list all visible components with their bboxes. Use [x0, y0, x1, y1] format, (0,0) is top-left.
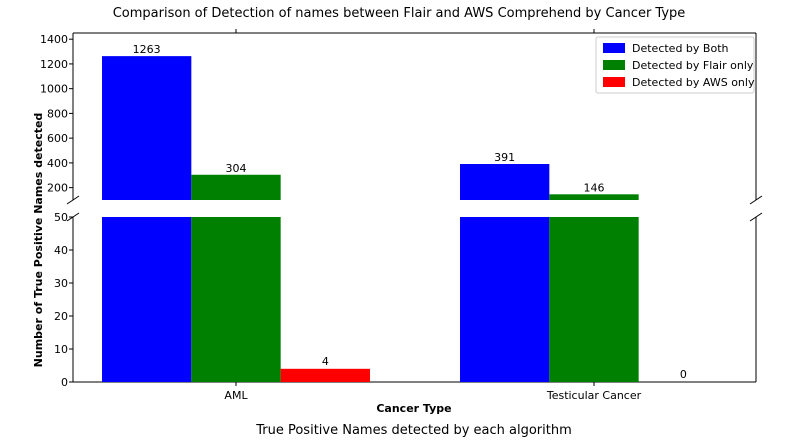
bar-upper [549, 194, 639, 200]
upper-y-tick-label: 1200 [40, 58, 68, 71]
legend-label: Detected by AWS only [632, 76, 755, 89]
legend-item: Detected by AWS only [603, 76, 755, 89]
lower-y-ticks: 0 10 20 30 40 50 [54, 211, 73, 389]
legend-item: Detected by Flair only [603, 59, 754, 72]
bars [102, 56, 639, 382]
legend-swatch [603, 43, 625, 53]
bar-lower [102, 217, 192, 382]
bar-lower [549, 217, 639, 382]
axis-break-mark [749, 195, 763, 205]
legend-frame [595, 36, 755, 94]
upper-y-tick-label: 200 [47, 182, 68, 195]
lower-y-tick-label: 0 [61, 376, 68, 389]
axis-break-mark [66, 195, 80, 205]
x-tick-label: AML [224, 389, 248, 402]
legend-swatch [603, 60, 625, 70]
lower-y-tick-label: 40 [54, 244, 68, 257]
y-axis-label: Number of True Positive Names detected [32, 113, 45, 368]
lower-y-tick-label: 10 [54, 343, 68, 356]
bar-upper [460, 164, 550, 200]
upper-y-tick-label: 1000 [40, 83, 68, 96]
legend-swatch [603, 77, 625, 87]
chart-title: Comparison of Detection of names between… [113, 6, 686, 21]
upper-y-tick-label: 1400 [40, 33, 68, 46]
x-axis-label: Cancer Type [376, 402, 451, 415]
data-label: 304 [226, 162, 247, 175]
upper-y-tick-label: 800 [47, 107, 68, 120]
upper-y-tick-label: 400 [47, 157, 68, 170]
bar-lower [460, 217, 550, 382]
upper-y-ticks: 200 400 600 800 1000 1200 1400 [40, 33, 73, 195]
legend: Detected by Both Detected by Flair only … [595, 36, 755, 94]
bar-lower [191, 217, 281, 382]
bar-upper [191, 174, 281, 200]
data-label: 391 [494, 151, 515, 164]
data-labels: 1263 304 4 391 146 0 [133, 43, 687, 381]
lower-y-tick-label: 50 [54, 211, 68, 224]
legend-label: Detected by Flair only [632, 59, 754, 72]
data-label: 146 [584, 181, 605, 194]
upper-y-tick-label: 600 [47, 132, 68, 145]
x-ticks: AML Testicular Cancer [224, 29, 642, 402]
legend-item: Detected by Both [603, 42, 729, 55]
x-tick-label: Testicular Cancer [546, 389, 642, 402]
data-label: 1263 [133, 43, 161, 56]
legend-label: Detected by Both [632, 42, 729, 55]
bar-lower [280, 368, 370, 382]
figure-caption: True Positive Names detected by each alg… [255, 423, 572, 438]
bar-upper [102, 56, 192, 200]
lower-y-tick-label: 30 [54, 277, 68, 290]
data-label: 0 [680, 368, 687, 381]
data-label: 4 [322, 355, 329, 368]
lower-y-tick-label: 20 [54, 310, 68, 323]
